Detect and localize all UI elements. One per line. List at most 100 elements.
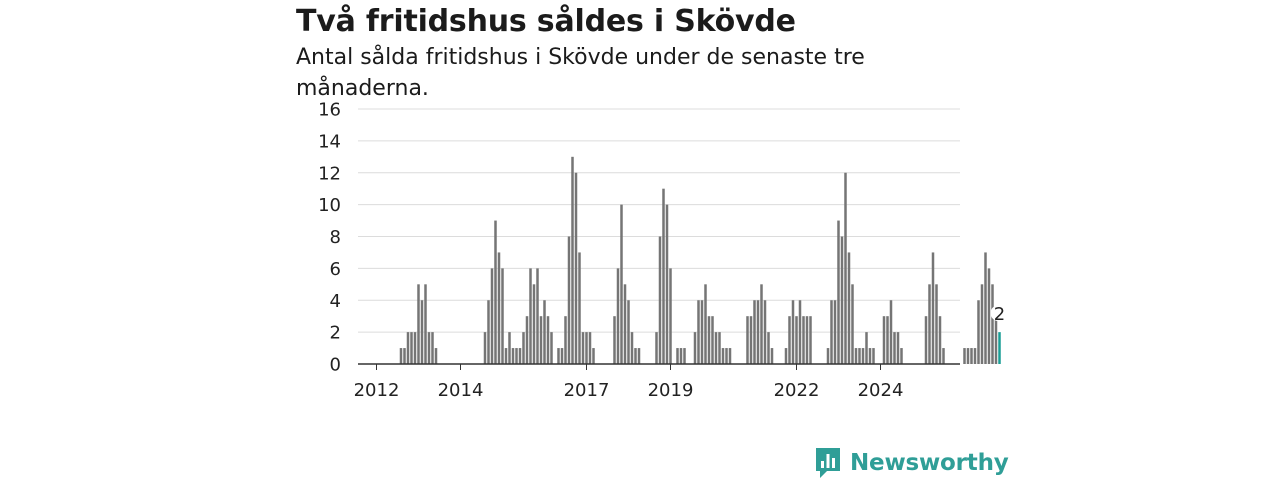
bar <box>487 300 490 364</box>
bar <box>529 268 532 364</box>
bar <box>760 284 763 364</box>
bar <box>851 284 854 364</box>
bar <box>571 156 574 364</box>
bar <box>984 252 987 364</box>
chart-title: Två fritidshus såldes i Skövde <box>296 4 796 39</box>
y-tick-label: 8 <box>330 227 341 248</box>
bar <box>511 348 515 364</box>
bar <box>858 348 861 364</box>
bar <box>714 332 718 364</box>
bar <box>882 316 886 364</box>
bar <box>557 348 560 364</box>
bar <box>539 316 543 364</box>
bar <box>560 348 564 364</box>
bar <box>581 332 585 364</box>
bar <box>543 300 546 364</box>
bar <box>795 316 798 364</box>
brand-name: Newsworthy <box>850 450 1009 476</box>
bar <box>896 332 900 364</box>
bar <box>928 284 931 364</box>
bar <box>718 332 721 364</box>
bar <box>403 348 406 364</box>
newsworthy-logo-icon <box>816 448 840 478</box>
bar <box>893 332 896 364</box>
newsworthy-brand: Newsworthy <box>814 446 1009 480</box>
bar <box>427 332 431 364</box>
y-tick-label: 10 <box>318 195 341 216</box>
bar <box>721 348 725 364</box>
y-tick-label: 14 <box>318 131 341 152</box>
bar <box>574 172 578 364</box>
bar <box>525 316 529 364</box>
x-tick-label: 2022 <box>774 380 820 401</box>
bar <box>854 348 858 364</box>
bar <box>798 300 802 364</box>
bar <box>791 300 795 364</box>
bar <box>704 284 707 364</box>
bar <box>494 220 497 364</box>
bar <box>410 332 413 364</box>
bar <box>665 204 669 364</box>
bar <box>868 348 872 364</box>
bar <box>788 316 791 364</box>
bar <box>697 300 700 364</box>
bar <box>963 348 966 364</box>
bar <box>616 268 620 364</box>
bar <box>483 332 487 364</box>
bar <box>802 316 805 364</box>
bar <box>620 204 623 364</box>
bar <box>994 316 998 364</box>
bar <box>886 316 889 364</box>
bar <box>746 316 749 364</box>
bar <box>700 300 704 364</box>
bar <box>970 348 973 364</box>
bar <box>728 348 732 364</box>
bar <box>550 332 553 364</box>
bar <box>966 348 970 364</box>
x-tick-label: 2024 <box>858 380 904 401</box>
y-tick-label: 6 <box>330 259 341 280</box>
bar <box>784 348 788 364</box>
bar <box>763 300 767 364</box>
bar <box>980 284 984 364</box>
bar <box>973 348 977 364</box>
annotation-halo <box>990 305 1007 322</box>
bar <box>991 284 994 364</box>
bar <box>840 236 844 364</box>
bar <box>935 284 938 364</box>
bar <box>987 268 991 364</box>
bar-highlight <box>998 332 1001 364</box>
bar <box>889 300 893 364</box>
bar <box>938 316 942 364</box>
x-tick-label: 2012 <box>354 380 400 401</box>
bar <box>809 316 812 364</box>
x-tick-label: 2019 <box>648 380 694 401</box>
bar <box>924 316 928 364</box>
x-tick-label: 2014 <box>438 380 484 401</box>
y-axis-ticks: 0 2 4 6 8 10 12 14 16 <box>318 100 341 376</box>
x-tick-label: 2017 <box>564 380 610 401</box>
bar <box>900 348 903 364</box>
bar <box>630 332 634 364</box>
annotations: 2 <box>990 304 1007 325</box>
bar <box>707 316 711 364</box>
bar <box>546 316 550 364</box>
bar <box>420 300 424 364</box>
bar <box>515 348 518 364</box>
bar <box>497 252 501 364</box>
bar <box>770 348 774 364</box>
chart-subtitle: Antal sålda fritidshus i Skövde under de… <box>296 45 865 101</box>
bar <box>536 268 539 364</box>
bar <box>872 348 875 364</box>
bar <box>623 284 627 364</box>
bar <box>504 348 508 364</box>
bar <box>844 172 847 364</box>
bar <box>847 252 851 364</box>
bar <box>669 268 672 364</box>
bar <box>417 284 420 364</box>
bar <box>399 348 403 364</box>
bar <box>627 300 630 364</box>
y-tick-label: 16 <box>318 100 341 121</box>
bar <box>434 348 438 364</box>
